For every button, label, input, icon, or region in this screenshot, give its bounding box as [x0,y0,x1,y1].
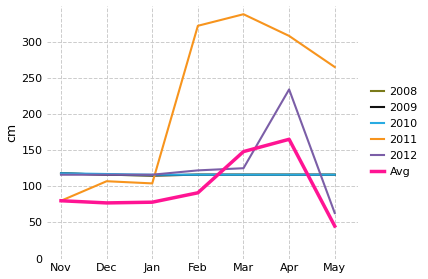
2009 [286,173,291,176]
2012 [150,173,155,176]
2008 [59,172,64,175]
Y-axis label: cm: cm [6,122,18,142]
Avg [195,191,200,194]
2011 [59,199,64,203]
Line: 2012: 2012 [61,89,335,213]
2009 [332,173,337,176]
Legend: 2008, 2009, 2010, 2011, 2012, Avg: 2008, 2009, 2010, 2011, 2012, Avg [366,82,422,182]
2010 [104,172,109,176]
2008 [104,173,109,176]
2011 [104,180,109,183]
Avg [104,201,109,205]
2012 [241,167,246,170]
2010 [241,173,246,176]
2012 [332,211,337,215]
2011 [195,24,200,27]
2009 [104,173,109,176]
2008 [150,174,155,177]
2011 [332,65,337,69]
2009 [150,174,155,177]
Avg [241,150,246,153]
Line: 2011: 2011 [61,14,335,201]
2008 [286,173,291,176]
2010 [332,173,337,176]
Line: Avg: Avg [61,139,335,226]
2009 [241,173,246,176]
2009 [195,173,200,176]
Line: 2008: 2008 [61,173,335,175]
Avg [286,138,291,141]
2011 [150,182,155,185]
2011 [286,34,291,38]
Avg [59,199,64,203]
Avg [150,201,155,204]
2008 [332,173,337,176]
Line: 2009: 2009 [61,173,335,175]
2012 [59,173,64,176]
2010 [286,173,291,176]
2011 [241,13,246,16]
2010 [195,173,200,176]
2012 [104,173,109,176]
2010 [150,173,155,176]
Avg [332,224,337,228]
2008 [241,173,246,176]
Line: 2010: 2010 [61,173,335,175]
2012 [286,88,291,91]
2012 [195,169,200,172]
2010 [59,172,64,175]
2009 [59,172,64,175]
2008 [195,173,200,176]
